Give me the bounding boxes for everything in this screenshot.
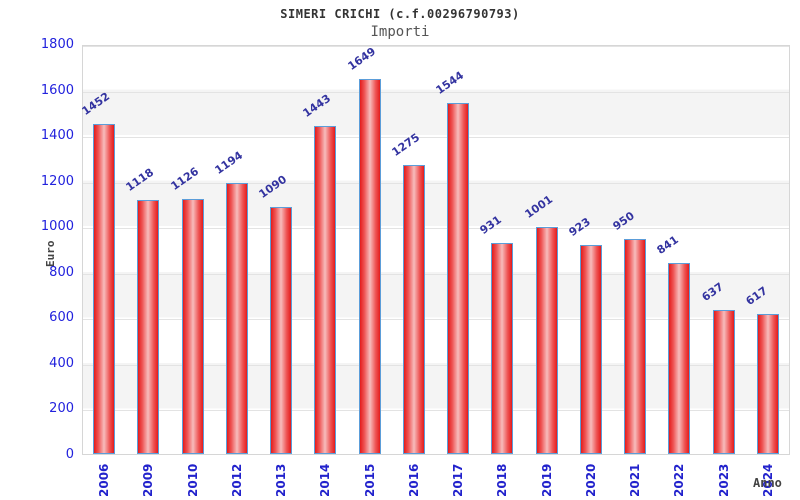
x-tick-label: 2022 bbox=[672, 463, 687, 497]
y-tick-label: 600 bbox=[49, 310, 74, 326]
gridline bbox=[83, 364, 789, 366]
x-tick-label: 2013 bbox=[274, 463, 289, 497]
x-tick-label: 2010 bbox=[185, 463, 200, 497]
bar-2018[interactable] bbox=[491, 242, 514, 454]
x-tick-label: 2006 bbox=[97, 463, 112, 497]
gridline bbox=[83, 410, 789, 412]
gridline bbox=[83, 319, 789, 321]
x-tick-label: 2016 bbox=[406, 463, 421, 497]
y-tick-label: 1400 bbox=[40, 128, 74, 144]
gridline bbox=[83, 46, 789, 47]
bar-2014[interactable] bbox=[314, 126, 337, 454]
bar-2009[interactable] bbox=[137, 200, 160, 454]
bar-2013[interactable] bbox=[270, 206, 293, 454]
bar-2016[interactable] bbox=[402, 164, 425, 454]
y-tick-label: 1600 bbox=[40, 82, 74, 98]
x-tick-label: 2019 bbox=[539, 463, 554, 497]
bar-2020[interactable] bbox=[579, 244, 602, 454]
bar-2015[interactable] bbox=[358, 79, 381, 454]
y-tick-label: 400 bbox=[49, 355, 74, 371]
x-axis-title: Anno bbox=[753, 476, 782, 490]
bar-2012[interactable] bbox=[225, 183, 248, 454]
chart-title: SIMERI CRICHI (c.f.00296790793) bbox=[280, 7, 520, 21]
x-tick-label: 2023 bbox=[716, 463, 731, 497]
gridline bbox=[83, 91, 789, 93]
x-tick-label: 2012 bbox=[229, 463, 244, 497]
gridline bbox=[83, 273, 789, 275]
bar-2006[interactable] bbox=[93, 124, 116, 454]
gridline bbox=[83, 182, 789, 184]
gridline bbox=[83, 137, 789, 139]
y-tick-label: 1800 bbox=[40, 37, 74, 52]
x-tick-label: 2018 bbox=[495, 463, 510, 497]
y-tick-label: 1000 bbox=[40, 219, 74, 235]
x-tick-label: 2020 bbox=[583, 463, 598, 497]
bar-2024[interactable] bbox=[756, 314, 779, 454]
y-tick-label: 0 bbox=[65, 447, 74, 462]
x-tick-label: 2015 bbox=[362, 463, 377, 497]
bar-2022[interactable] bbox=[668, 263, 691, 454]
x-tick-label: 2014 bbox=[318, 463, 333, 497]
chart-subtitle: Importi bbox=[370, 24, 430, 40]
bar-2021[interactable] bbox=[624, 238, 647, 454]
y-tick-label: 800 bbox=[49, 264, 74, 280]
x-tick-label: 2009 bbox=[141, 463, 156, 497]
gridline bbox=[83, 228, 789, 230]
bar-2023[interactable] bbox=[712, 309, 735, 454]
bar-2019[interactable] bbox=[535, 226, 558, 454]
bar-2010[interactable] bbox=[181, 198, 204, 454]
x-tick-label: 2021 bbox=[628, 463, 643, 497]
y-tick-label: 200 bbox=[49, 401, 74, 417]
y-axis-title: Euro bbox=[44, 240, 57, 268]
y-tick-label: 1200 bbox=[40, 173, 74, 189]
x-tick-label: 2017 bbox=[451, 463, 466, 497]
bar-2017[interactable] bbox=[447, 103, 470, 454]
